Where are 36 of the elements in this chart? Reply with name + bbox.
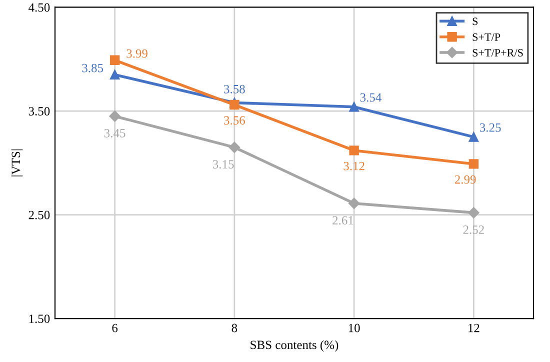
legend-label: S+T/P (472, 33, 500, 41)
x-tick-label: 12 (468, 324, 480, 332)
y-tick-label: 1.50 (29, 314, 50, 324)
data-label: 3.56 (224, 116, 245, 125)
data-label: 2.61 (332, 216, 354, 225)
legend-label: S (472, 18, 478, 26)
data-label: 3.25 (480, 123, 501, 132)
point (468, 159, 479, 169)
point (110, 70, 120, 80)
x-tick-label: 6 (112, 324, 118, 332)
data-label: 2.99 (454, 175, 476, 184)
y-tick-label: 3.50 (28, 107, 50, 116)
data-label: 2.52 (463, 225, 484, 234)
legend-label: S+T/P+R/S (472, 49, 523, 57)
point (230, 100, 240, 110)
data-label: 3.45 (104, 128, 126, 138)
point (468, 207, 480, 218)
data-label: 3.54 (360, 93, 382, 102)
data-label: 3.58 (224, 84, 245, 94)
data-label: 3.15 (212, 160, 234, 169)
point (110, 55, 120, 66)
point (349, 146, 359, 156)
x-tick-label: 10 (348, 324, 360, 332)
y-tick-label: 2.50 (28, 210, 50, 220)
x-tick-label: 8 (232, 324, 238, 332)
y-axis-title: |VTS| (11, 150, 23, 176)
data-label: 3.12 (344, 162, 364, 170)
point (349, 102, 359, 112)
y-tick-label: 4.50 (28, 3, 50, 12)
point (468, 132, 479, 142)
data-label: 3.99 (126, 49, 148, 58)
point (109, 110, 120, 122)
x-axis-title: SBS contents (%) (250, 340, 338, 352)
data-label: 3.85 (82, 64, 104, 72)
point (348, 198, 360, 209)
point (228, 142, 240, 153)
